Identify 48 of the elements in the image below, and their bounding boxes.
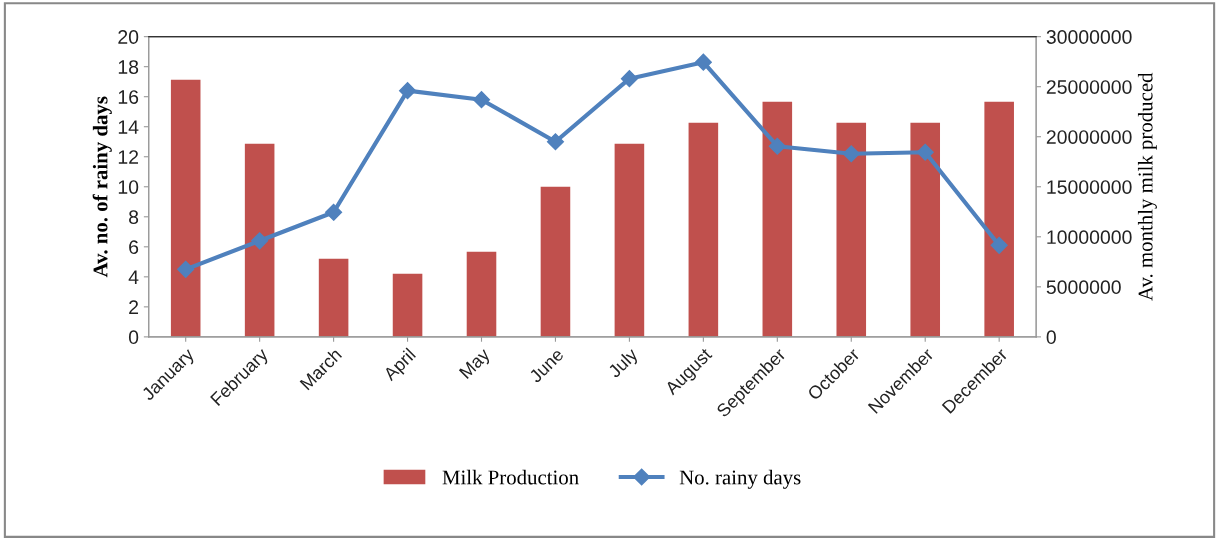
bar (318, 258, 349, 337)
y-tick-label: 12 (118, 150, 139, 164)
point (990, 236, 1008, 254)
y2-tick-label: 5000000 (1046, 280, 1121, 295)
point (546, 133, 565, 151)
point (472, 91, 491, 109)
bar (170, 79, 201, 337)
y-axis-title: Av. no. of rainy days (92, 96, 112, 278)
bar (614, 143, 645, 337)
y2-tick-label: 15000000 (1047, 180, 1132, 194)
y2-tick-label: 25000000 (1046, 80, 1132, 94)
y2-tick-label: 20000000 (1046, 130, 1132, 144)
y-tick-label: 4 (128, 270, 139, 284)
y-tick-label: 2 (129, 300, 139, 314)
legend-label: Milk Production (442, 469, 579, 485)
point (620, 70, 638, 88)
y-tick-label: 6 (129, 240, 139, 255)
point (768, 137, 786, 155)
point (177, 260, 195, 278)
bar (540, 186, 571, 337)
point (842, 145, 860, 163)
y-tick-label: 18 (118, 60, 139, 74)
bar (762, 101, 793, 337)
bar (244, 143, 275, 337)
bar (392, 273, 423, 337)
y2-tick-label: 10000000 (1047, 230, 1132, 245)
bar (984, 101, 1014, 337)
y-tick-label: 20 (118, 30, 139, 44)
point (251, 232, 269, 250)
legend-label: No. rainy days (679, 469, 801, 489)
bar (910, 122, 941, 337)
y-tick-label: 16 (118, 90, 139, 104)
bar (688, 122, 719, 337)
point (399, 82, 417, 100)
y-tick-label: 10 (118, 180, 139, 194)
y2-axis-title: Av. monthly milk produced (1137, 72, 1157, 301)
y-tick-label: 8 (129, 210, 139, 225)
y2-tick-label: 0 (1046, 330, 1056, 345)
x-tick-label: May (458, 347, 494, 382)
y-tick-label: 14 (118, 120, 139, 134)
point (694, 53, 712, 71)
y-tick-label: 0 (128, 330, 139, 345)
point (916, 143, 934, 161)
bar (466, 251, 497, 337)
x-tick-label: July (606, 346, 642, 381)
point (325, 203, 343, 221)
bar (836, 122, 867, 337)
y2-tick-label: 30000000 (1046, 30, 1132, 44)
